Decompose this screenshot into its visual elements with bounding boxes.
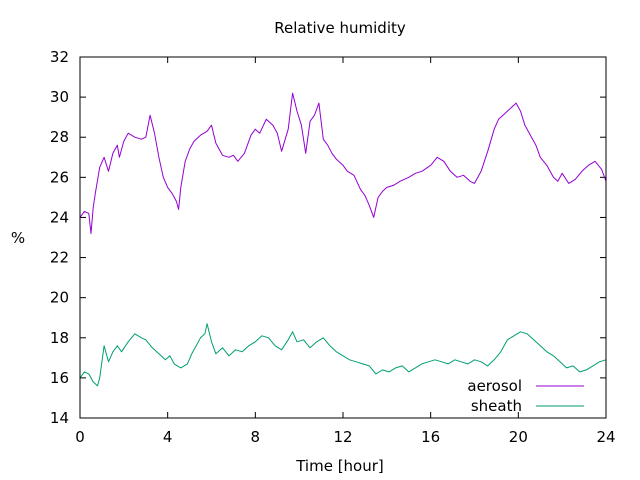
legend-label-sheath: sheath <box>471 397 522 415</box>
y-tick-label: 28 <box>50 128 69 146</box>
x-tick-label: 16 <box>421 428 440 446</box>
y-tick-label: 14 <box>50 409 69 427</box>
y-tick-label: 24 <box>50 208 69 226</box>
series-layer <box>79 92 607 387</box>
y-tick-label: 22 <box>50 249 69 267</box>
x-tick-label: 20 <box>509 428 528 446</box>
y-axis-label: % <box>11 229 25 247</box>
y-tick-label: 30 <box>50 88 69 106</box>
y-tick-label: 32 <box>50 48 69 66</box>
series-line-aerosol <box>79 92 607 234</box>
series-line-sheath <box>79 323 607 387</box>
x-tick-label: 0 <box>75 428 85 446</box>
y-tick-label: 18 <box>50 329 69 347</box>
plot-frame <box>79 56 607 419</box>
x-tick-label: 4 <box>163 428 173 446</box>
x-axis-label: Time [hour] <box>295 457 384 475</box>
axis-ticks: 0 4 8 12 16 20 24 14 16 18 20 22 24 26 28 30 32 <box>50 48 616 446</box>
chart-title: Relative humidity <box>274 19 406 37</box>
y-tick-label: 20 <box>50 289 69 307</box>
y-tick-label: 26 <box>50 168 69 186</box>
y-tick-label: 16 <box>50 369 69 387</box>
legend-label-aerosol: aerosol <box>467 377 522 395</box>
x-tick-label: 12 <box>333 428 352 446</box>
x-tick-label: 8 <box>251 428 261 446</box>
legend: aerosol sheath <box>467 377 584 415</box>
x-tick-label: 24 <box>596 428 615 446</box>
